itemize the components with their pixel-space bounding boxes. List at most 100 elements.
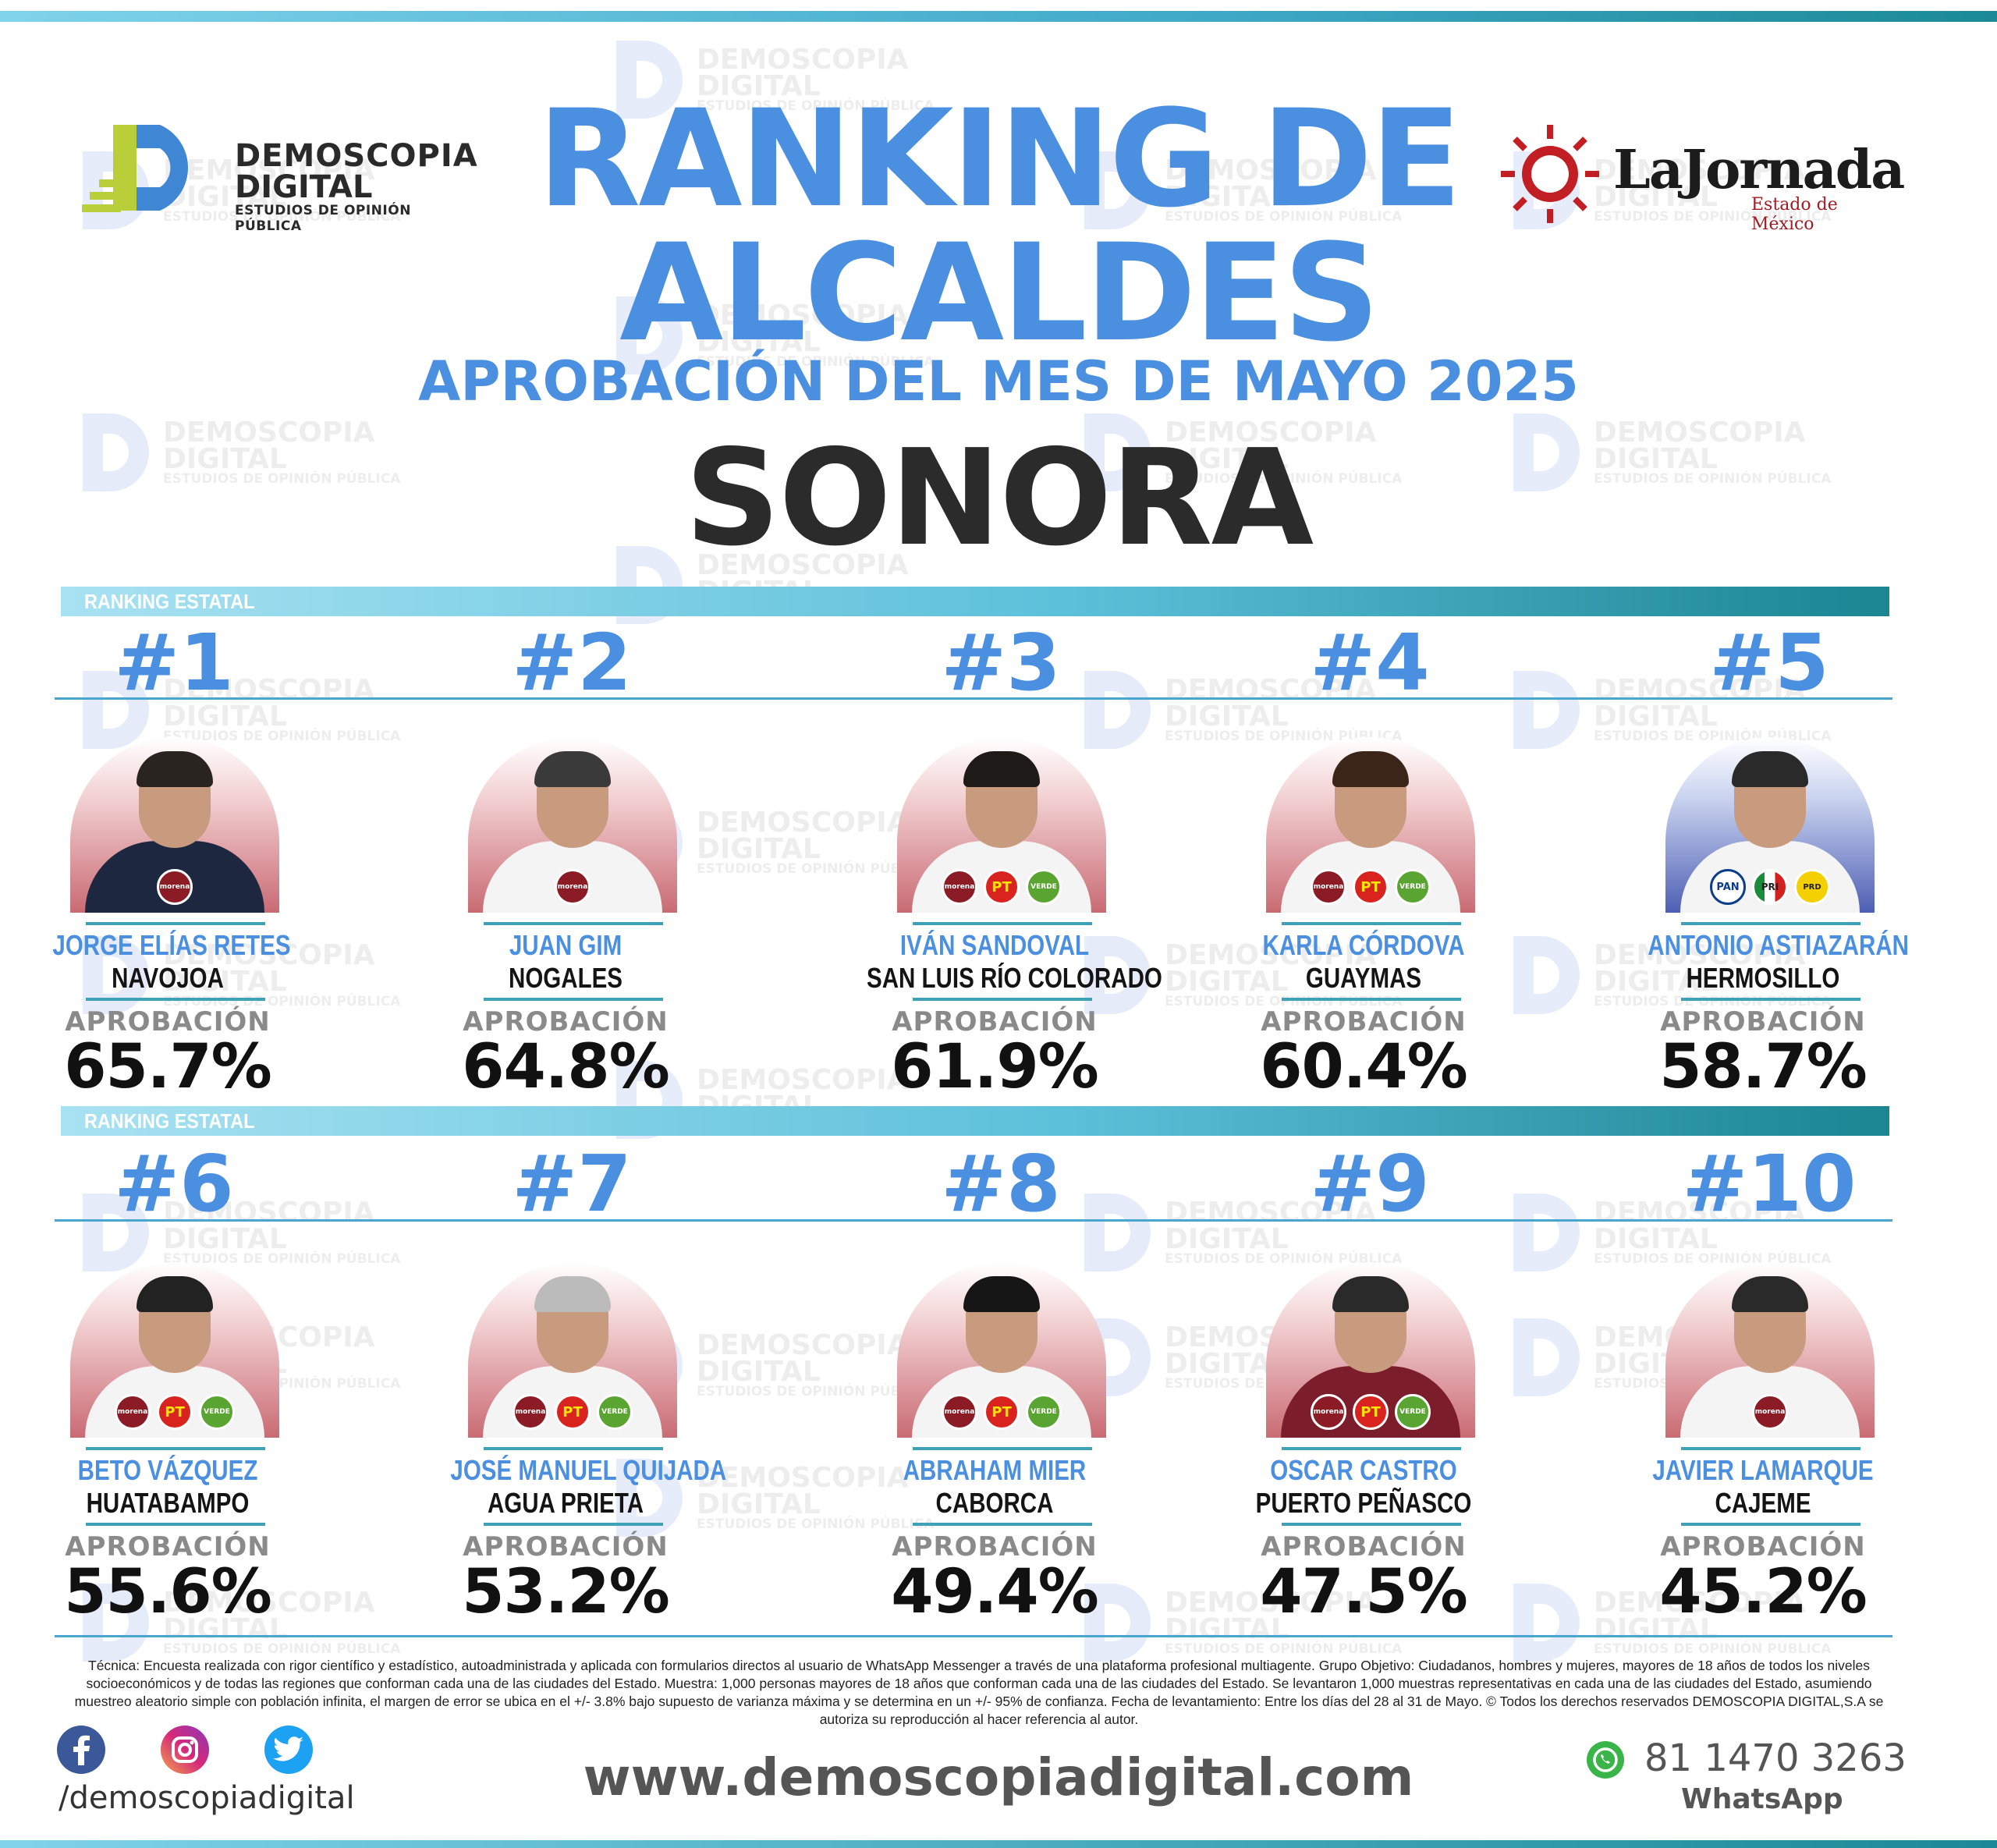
verde-party-icon: VERDE [199,1394,235,1430]
title-line-2: ALCALDES [619,215,1380,371]
demoscopia-digital-logo: DEMOSCOPIA DIGITAL ESTUDIOS DE OPINIÓN P… [82,117,477,234]
candidate-photo: morena PT VERDE [70,1262,279,1438]
candidate-card: morena PT VERDE JOSÉ MANUEL QUIJADA AGUA PRI… [449,1262,726,1644]
verde-party-icon: VERDE [1026,1394,1062,1430]
name-underline [1282,922,1461,925]
morena-party-icon: morena [942,869,977,905]
verde-party-icon: VERDE [1395,869,1431,905]
approval-value: 60.4% [1260,1032,1468,1102]
approval-value: 61.9% [891,1032,1099,1102]
rank-number: #10 [1682,1138,1857,1229]
candidate-card: morena PT VERDE KARLA CÓRDOVA GUAYMAS APROBAC… [1247,737,1481,1119]
candidate-photo: morena PT VERDE [468,1262,677,1438]
candidate-city: AGUA PRIETA [487,1487,644,1519]
candidate-city: CABORCA [935,1487,1054,1519]
approval-label: APROBACIÓN [892,1531,1098,1562]
candidate-photo: PAN PRI PRD [1665,737,1875,913]
verde-party-icon: VERDE [1026,869,1062,905]
city-underline [1681,998,1860,1001]
name-underline [86,922,265,925]
approval-label: APROBACIÓN [65,1531,271,1562]
approval-label: APROBACIÓN [1660,1006,1866,1038]
pt-party-icon: PT [555,1394,591,1430]
verde-party-icon: VERDE [597,1394,633,1430]
whatsapp-icon[interactable] [1587,1741,1624,1779]
website-url[interactable]: www.demoscopiadigital.com [583,1747,1414,1807]
ranking-bar-top: RANKING ESTATAL [61,587,1889,616]
social-handle[interactable]: /demoscopiadigital [59,1780,355,1816]
ranking-bar-bottom: RANKING ESTATAL [61,1106,1889,1136]
approval-label: APROBACIÓN [1660,1531,1866,1562]
candidate-name: JAVIER LAMARQUE [1652,1454,1874,1486]
pt-party-icon: PT [1353,869,1389,905]
morena-party-icon: morena [1752,1394,1788,1430]
methodology-disclaimer: Técnica: Encuesta realizada con rigor ci… [74,1658,1884,1727]
candidate-card: morena PT VERDE ABRAHAM MIER CABORCA APROBACI… [878,1262,1112,1644]
phone-number[interactable]: 81 1470 3263 [1644,1736,1907,1780]
pt-party-icon: PT [1353,1394,1389,1430]
rank-number: #2 [512,617,632,708]
logo-line1: DEMOSCOPIA [235,138,478,174]
pri-party-icon: PRI [1752,869,1788,905]
ranking-bar-label: RANKING ESTATAL [84,590,255,613]
approval-label: APROBACIÓN [463,1006,669,1038]
candidate-photo: morena PT VERDE [897,737,1106,913]
name-underline [1282,1447,1461,1450]
candidate-city: NAVOJOA [112,962,224,994]
city-underline [484,1523,663,1526]
verde-party-icon: VERDE [1395,1394,1431,1430]
rank-divider-top [55,697,1892,700]
candidate-card: morena PT VERDE IVÁN SANDOVAL SAN LUIS RÍO C… [867,737,1162,1119]
approval-value: 65.7% [64,1032,272,1102]
name-underline [484,1447,663,1450]
city-underline [913,1523,1092,1526]
bottom-accent-bar [0,1840,1997,1848]
party-logos: morena PT VERDE [897,1394,1106,1430]
morena-party-icon: morena [1311,1394,1346,1430]
pt-party-icon: PT [984,1394,1020,1430]
candidate-name: ANTONIO ASTIAZARÁN [1648,929,1909,961]
morena-party-icon: morena [942,1394,977,1430]
candidate-card: morena JAVIER LAMARQUE CAJEME APROBACIÓN 45.… [1646,1262,1880,1644]
twitter-icon[interactable] [264,1726,313,1774]
party-logos: morena PT VERDE [1266,869,1475,905]
party-logos: morena PT VERDE [897,869,1106,905]
candidate-city: HERMOSILLO [1686,962,1840,994]
morena-party-icon: morena [513,1394,548,1430]
subtitle: APROBACIÓN DEL MES DE MAYO 2025 [418,349,1579,413]
city-underline [484,998,663,1001]
whatsapp-label: WhatsApp [1681,1783,1843,1815]
prd-party-icon: PRD [1794,869,1830,905]
candidate-card: morena JORGE ELÍAS RETES NAVOJOA APROBACIÓN… [51,737,291,1119]
approval-label: APROBACIÓN [1261,1006,1467,1038]
candidate-name: OSCAR CASTRO [1270,1454,1457,1486]
morena-party-icon: morena [1311,869,1346,905]
candidate-card: morena PT VERDE BETO VÁZQUEZ HUATABAMPO APROB… [51,1262,285,1644]
rank-number: #9 [1310,1138,1430,1229]
candidate-name: JUAN GIM [509,929,623,961]
pan-party-icon: PAN [1710,869,1746,905]
la-jornada-sub: Estado de México [1751,195,1838,234]
party-logos: morena [468,869,677,905]
instagram-icon[interactable] [161,1726,209,1774]
morena-party-icon: morena [115,1394,151,1430]
approval-value: 45.2% [1659,1557,1868,1627]
approval-value: 47.5% [1260,1557,1468,1627]
approval-label: APROBACIÓN [463,1531,669,1562]
candidate-city: HUATABAMPO [86,1487,250,1519]
candidate-name: ABRAHAM MIER [903,1454,1087,1486]
sun-emblem-icon [1501,125,1599,223]
morena-party-icon: morena [555,869,591,905]
pt-party-icon: PT [984,869,1020,905]
candidate-city: PUERTO PEÑASCO [1255,1487,1472,1519]
party-logos: morena PT VERDE [70,1394,279,1430]
state-name: SONORA [684,421,1314,576]
rank-number: #1 [114,617,234,708]
rank-number: #6 [114,1138,234,1229]
facebook-icon[interactable] [57,1726,105,1774]
pt-party-icon: PT [157,1394,193,1430]
candidate-card: morena PT VERDE OSCAR CASTRO PUERTO PEÑASCO A… [1247,1262,1481,1644]
city-underline [913,998,1092,1001]
rank-number: #7 [512,1138,632,1229]
approval-value: 53.2% [462,1557,670,1627]
